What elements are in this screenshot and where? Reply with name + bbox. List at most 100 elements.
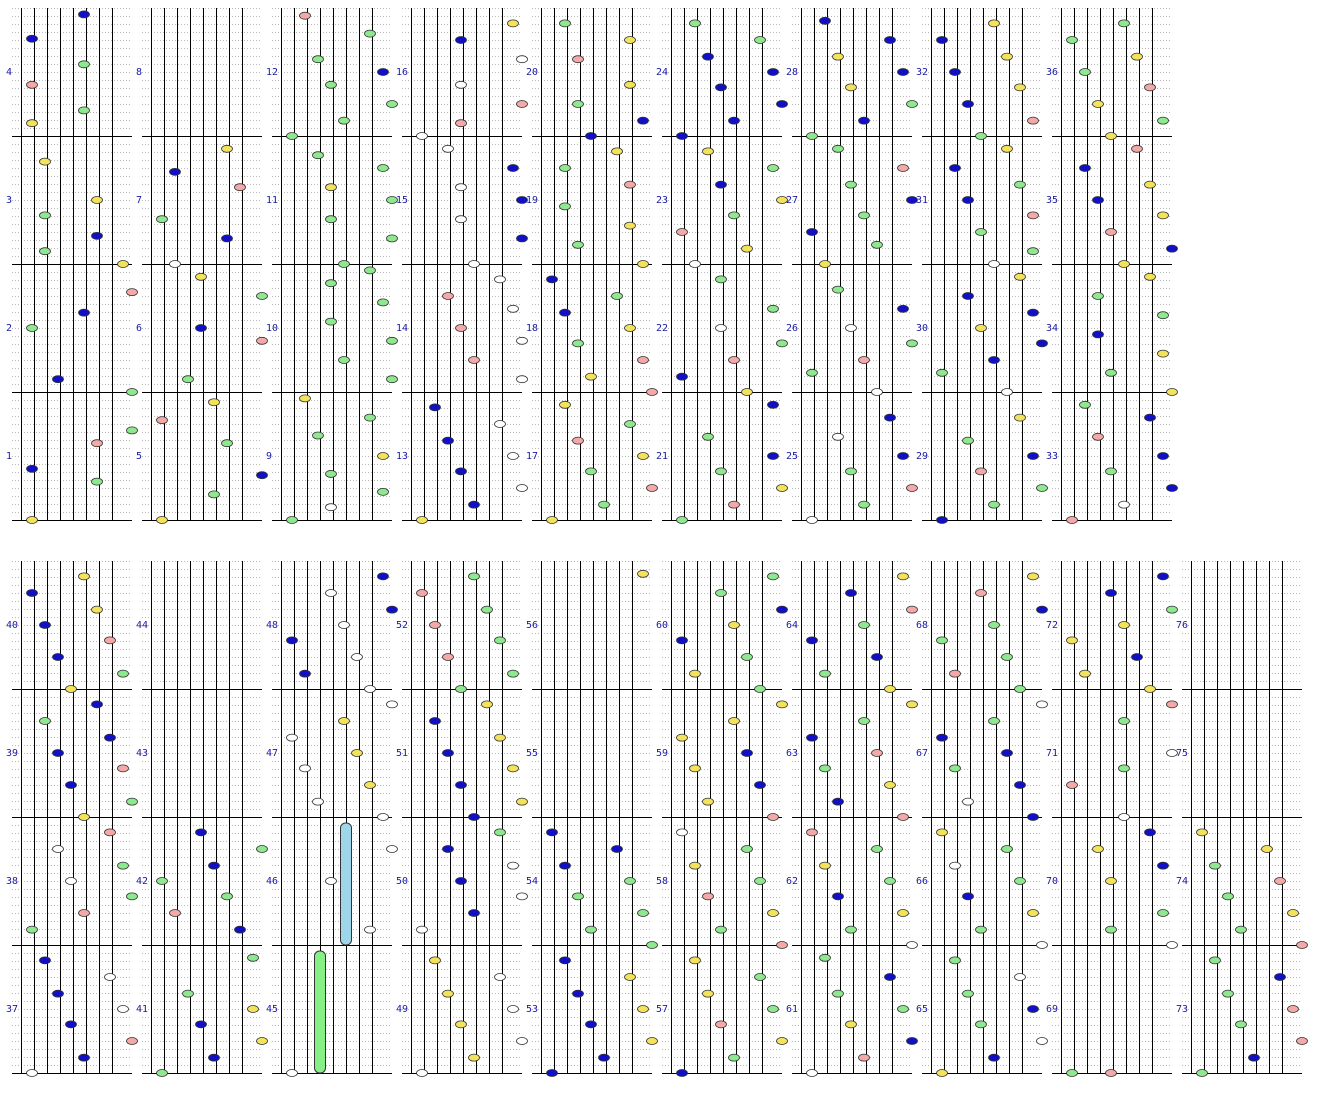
green-note <box>871 240 883 249</box>
red-note <box>117 764 129 773</box>
white-note <box>416 925 428 934</box>
white-note <box>715 324 727 332</box>
yellow-note <box>975 324 987 332</box>
measure-number: 7 <box>136 195 142 206</box>
red-note <box>1131 144 1143 153</box>
white-note <box>806 516 818 524</box>
green-note <box>494 636 506 645</box>
blue-note <box>806 733 818 742</box>
green-note <box>364 413 376 422</box>
yellow-note <box>65 685 77 693</box>
green-note <box>182 989 194 998</box>
blue-note <box>195 828 207 837</box>
blue-note <box>936 733 948 742</box>
blue-note <box>988 356 1000 364</box>
green-note <box>832 285 844 294</box>
green-note <box>776 339 788 348</box>
green-note <box>386 336 398 345</box>
blue-note <box>1079 164 1091 172</box>
red-note <box>715 1020 727 1029</box>
measure-number: 47 <box>266 748 278 759</box>
green-note <box>988 621 1000 629</box>
green-note <box>767 304 779 313</box>
yellow-note <box>39 157 51 166</box>
green-note <box>126 426 138 435</box>
green-note <box>286 516 298 524</box>
green-note <box>936 368 948 377</box>
green-note <box>364 29 376 38</box>
white-note <box>286 1069 298 1077</box>
yellow-note <box>702 989 714 998</box>
blue-note <box>1001 749 1013 757</box>
yellow-note <box>26 119 38 128</box>
green-note <box>1066 1069 1078 1077</box>
yellow-note <box>776 484 788 492</box>
yellow-note <box>776 196 788 204</box>
green-note <box>767 572 779 581</box>
yellow-note <box>1105 132 1117 140</box>
green-note <box>624 420 636 428</box>
measure-number: 34 <box>1046 323 1058 334</box>
blue-note <box>676 132 688 140</box>
yellow-note <box>624 973 636 981</box>
measure-number: 61 <box>786 1004 798 1015</box>
green-note <box>377 487 389 496</box>
green-note <box>572 892 584 901</box>
yellow-note <box>1157 211 1169 220</box>
blue-note <box>906 196 918 204</box>
white-note <box>949 861 961 870</box>
red-note <box>234 183 246 192</box>
white-note <box>52 845 64 853</box>
green-note <box>637 909 649 917</box>
yellow-note <box>468 1053 480 1062</box>
yellow-note <box>26 516 38 524</box>
yellow-note <box>546 516 558 524</box>
measure-number: 5 <box>136 451 142 462</box>
red-note <box>1274 877 1286 885</box>
green-note <box>819 764 831 773</box>
yellow-note <box>325 183 337 192</box>
green-note <box>572 100 584 108</box>
yellow-note <box>819 861 831 870</box>
red-note <box>646 388 658 396</box>
green-note <box>832 144 844 153</box>
measure-number: 45 <box>266 1004 278 1015</box>
measure-number: 39 <box>6 748 18 759</box>
green-note <box>1066 36 1078 44</box>
green-note <box>1157 311 1169 320</box>
blue-note <box>1144 413 1156 422</box>
yellow-note <box>741 388 753 396</box>
yellow-note <box>702 797 714 806</box>
measure-number: 4 <box>6 67 12 78</box>
blue-note <box>455 781 467 789</box>
red-note <box>455 119 467 128</box>
measure-number: 55 <box>526 748 538 759</box>
yellow-note <box>351 749 363 757</box>
green-note <box>1001 845 1013 853</box>
measure-number: 63 <box>786 748 798 759</box>
blue-note <box>598 1053 610 1062</box>
green-note <box>585 925 597 934</box>
red-note <box>949 669 961 678</box>
white-note <box>676 828 688 837</box>
measure-number: 31 <box>916 195 928 206</box>
measure-number: 29 <box>916 451 928 462</box>
green-note <box>806 132 818 140</box>
blue-note <box>39 621 51 629</box>
white-note <box>494 275 506 284</box>
blue-note <box>585 132 597 140</box>
green-note <box>646 941 658 949</box>
red-note <box>702 892 714 901</box>
blue-note <box>767 68 779 76</box>
blue-note <box>377 68 389 76</box>
green-note <box>126 797 138 806</box>
measure-number: 32 <box>916 67 928 78</box>
blue-note <box>377 572 389 581</box>
measure-number: 19 <box>526 195 538 206</box>
blue-note <box>286 636 298 645</box>
red-note <box>871 749 883 757</box>
white-note <box>845 324 857 332</box>
blue-note <box>26 34 38 43</box>
white-note <box>364 925 376 934</box>
blue-note <box>455 36 467 44</box>
